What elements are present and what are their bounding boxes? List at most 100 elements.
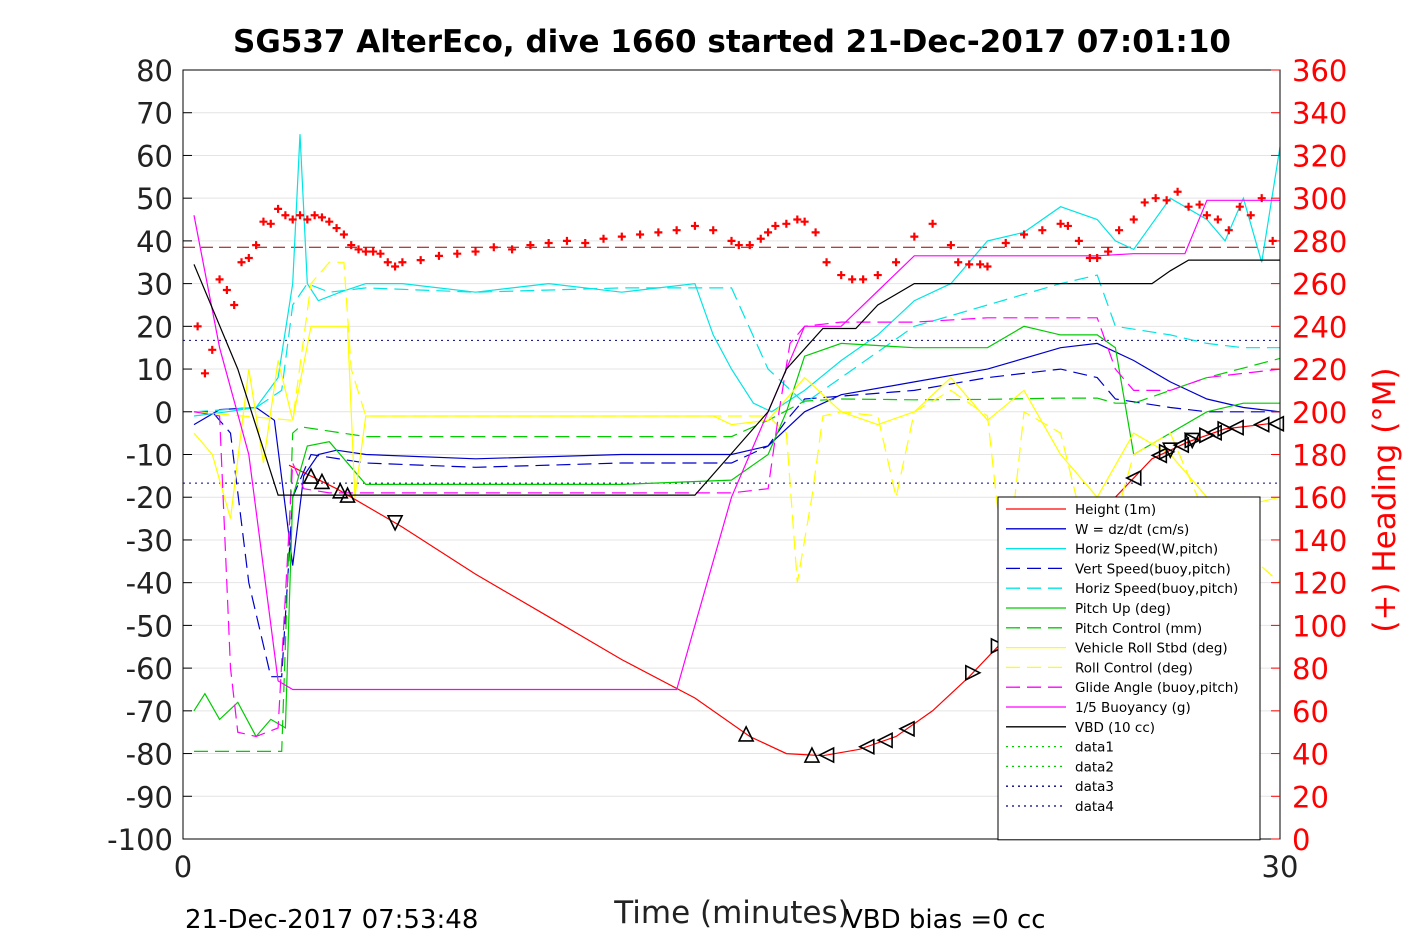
left-tick-label: 70 [136, 97, 173, 131]
right-tick-label: 180 [1292, 439, 1347, 473]
right-tick-label: 360 [1292, 54, 1347, 88]
heading-point [910, 232, 919, 241]
heading-point [266, 219, 275, 228]
heading-point [200, 369, 209, 378]
heading-point [310, 211, 319, 220]
heading-point [222, 286, 231, 295]
heading-point [1115, 226, 1124, 235]
heading-point [1162, 196, 1171, 205]
left-tick-label: -30 [126, 524, 173, 558]
footer-vbd-bias: VBD bias =0 cc [845, 905, 1046, 935]
heading-point [734, 241, 743, 250]
height-marker [1227, 419, 1244, 436]
heading-point [764, 228, 773, 237]
right-tick-label: 200 [1292, 396, 1347, 430]
reference-lines [183, 246, 1280, 484]
right-tick-label: 260 [1292, 268, 1347, 302]
heading-point [1184, 202, 1193, 211]
left-tick-label: -60 [126, 652, 173, 686]
legend-box [997, 496, 1261, 841]
legend-entry: VBD (10 cc) [1075, 720, 1155, 736]
heading-point [654, 228, 663, 237]
heading-point [489, 243, 498, 252]
legend-entry: Pitch Control (mm) [1075, 621, 1202, 637]
heading-point [347, 241, 356, 250]
right-axis-label: (+) Heading (°M) [1367, 367, 1403, 632]
heading-point [471, 247, 480, 256]
height-marker [1158, 443, 1176, 461]
heading-point [636, 230, 645, 239]
height-marker [1267, 415, 1285, 433]
right-tick-label: 140 [1292, 524, 1347, 558]
height-marker [737, 725, 755, 742]
right-tick-label: 340 [1292, 97, 1347, 131]
left-axis-ticks: 80 70 60 50 40 30 20 10 0 -10 -20 -30 -40 -50 -60 -70 -8… [107, 54, 192, 857]
heading-point [756, 234, 765, 243]
series-line [193, 134, 1281, 417]
right-tick-label: 0 [1292, 823, 1310, 857]
heading-point [398, 258, 407, 267]
heading-point [1235, 202, 1244, 211]
heading-point [928, 219, 937, 228]
heading-point [1020, 230, 1029, 239]
left-tick-label: -10 [126, 439, 173, 473]
height-marker [876, 732, 893, 749]
legend-entry: Vert Speed(buoy,pitch) [1075, 561, 1231, 577]
heading-point [800, 217, 809, 226]
heading-point [391, 262, 400, 271]
legend-entry: data3 [1075, 779, 1114, 795]
height-marker [803, 746, 821, 763]
heading-point [274, 204, 283, 213]
heading-point [1038, 226, 1047, 235]
height-marker [313, 472, 331, 490]
left-tick-label: 50 [136, 182, 173, 216]
height-marker [1252, 416, 1270, 433]
heading-point [1195, 200, 1204, 209]
heading-markers [193, 187, 1277, 378]
left-tick-label: -100 [107, 823, 173, 857]
heading-point [1074, 236, 1083, 245]
heading-point [317, 213, 326, 222]
heading-point [1213, 215, 1222, 224]
heading-point [325, 217, 334, 226]
series-line [193, 199, 1280, 691]
heading-point [434, 251, 443, 260]
series-line [193, 261, 1281, 586]
heading-point [354, 245, 363, 254]
heading-point [281, 211, 290, 220]
right-tick-label: 320 [1292, 139, 1347, 173]
height-marker [1184, 432, 1202, 449]
heading-point [1224, 226, 1233, 235]
heading-point [237, 258, 246, 267]
right-tick-label: 120 [1292, 567, 1347, 601]
heading-point [526, 241, 535, 250]
height-marker [817, 746, 835, 764]
heading-point [332, 224, 341, 233]
left-tick-label: -80 [126, 738, 173, 772]
heading-point [848, 275, 857, 284]
footer-timestamp: 21-Dec-2017 07:53:48 [185, 905, 478, 935]
height-marker [858, 738, 875, 756]
heading-point [822, 258, 831, 267]
heading-point [946, 241, 955, 250]
right-tick-label: 220 [1292, 353, 1347, 387]
height-marker [331, 482, 349, 499]
heading-point [1140, 198, 1149, 207]
heading-point [562, 236, 571, 245]
heading-point [1151, 194, 1160, 203]
heading-point [837, 271, 846, 280]
heading-point [339, 230, 348, 239]
heading-point [1129, 215, 1138, 224]
height-marker [898, 720, 915, 738]
left-tick-label: 20 [136, 310, 173, 344]
right-tick-label: 80 [1292, 652, 1329, 686]
right-axis-ticks: 3603403203002802602402202001801601401201… [1271, 54, 1347, 857]
chart-title: SG537 AlterEco, dive 1660 started 21-Dec… [233, 24, 1231, 60]
heading-point [859, 275, 868, 284]
heading-point [1173, 187, 1182, 196]
heading-point [208, 345, 217, 354]
left-tick-label: -20 [126, 481, 173, 515]
right-tick-label: 20 [1292, 780, 1329, 814]
series-lines [193, 134, 1281, 757]
